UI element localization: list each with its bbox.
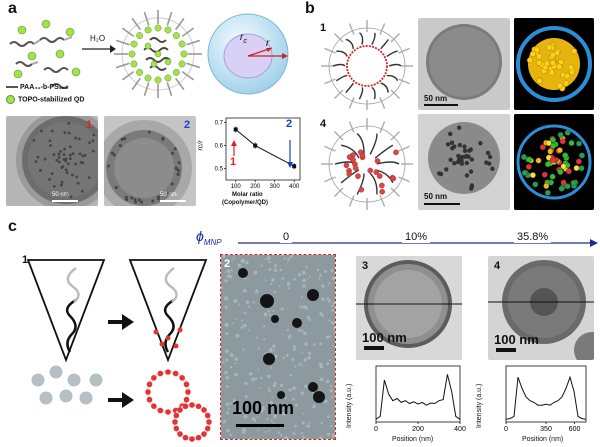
phi-label: ϕMNP [196, 228, 222, 247]
plot-c3-xlabel: Position (nm) [392, 436, 434, 443]
legend-qd: TOPO-stabilized QD [6, 95, 84, 104]
tem-image-b2 [418, 18, 510, 110]
b1-micelle-ring-schematic [321, 20, 413, 110]
free-polymer-schematic [9, 19, 81, 89]
tem-a2-scale: 50 nm [160, 192, 177, 198]
tem-a2-number: 2 [184, 119, 191, 131]
plot-a-point [253, 143, 258, 148]
tem-c3-scalebar [364, 346, 384, 350]
tem-c4-scale: 100 nm [494, 332, 539, 347]
legend-polymer: PAA₄₁-b-PS₁₉₃ [6, 84, 68, 91]
b-num-4: 4 [320, 118, 327, 130]
tem-c2-scale: 100 nm [232, 398, 295, 418]
tomography-image-b3 [514, 18, 594, 110]
plot-c3-xtick-label: 200 [412, 426, 424, 433]
plot-c3-line [375, 374, 461, 420]
tem-b5-scalebar [424, 203, 460, 205]
plot-a-ytick-label: 0.5 [215, 167, 224, 173]
panel-b-label: b [305, 0, 315, 17]
reaction-label: H₂O [90, 34, 106, 43]
rc-label-sub: c [243, 38, 247, 45]
panel-c-label: c [8, 218, 17, 235]
plot-a-xtick-label: 100 [231, 184, 242, 190]
plot-c4-ylabel: Intensity (a.u.) [476, 383, 483, 428]
tem-image-c3 [356, 256, 462, 360]
tem-image-b5 [418, 114, 510, 210]
c-num-4: 4 [494, 260, 501, 272]
r-label: r [266, 38, 270, 49]
c-num-3: 3 [362, 260, 369, 272]
intensity-profile-c3: 0 200 400 [374, 365, 466, 433]
plot-c4-xtick-label: 0 [504, 426, 508, 433]
tem-image-c2 [220, 254, 336, 440]
c1-schematic [26, 259, 212, 442]
c-num-1: 1 [22, 254, 29, 266]
plot-a-annotation-2: 2 [286, 118, 293, 130]
plot-c3-xtick-label: 0 [374, 426, 378, 433]
phi-value-10: 10% [402, 231, 431, 243]
tem-b2-scalebar [424, 104, 458, 106]
plot-a-xtick-label: 200 [250, 184, 261, 190]
b-num-1: 1 [320, 22, 327, 34]
plot-a-xtick-label: 300 [270, 184, 281, 190]
assembled-micelle-schematic [114, 10, 202, 98]
phi-arrow [238, 239, 598, 247]
phi-symbol: ϕ [196, 228, 204, 244]
tomography-image-b6 [514, 114, 594, 210]
tem-image-c4 [488, 256, 594, 360]
plot-c3-xtick-label: 400 [454, 426, 466, 433]
tem-a1-number: 1 [86, 119, 93, 131]
legend-polymer-text: PAA₄₁-b-PS₁₉₃ [20, 84, 69, 91]
plot-a-xlabel2: (Copolymer/QD) [222, 200, 269, 206]
plot-c4-xtick-label: 600 [569, 426, 581, 433]
plot-c3-ylabel: Intensity (a.u.) [346, 383, 353, 428]
tem-a2-scalebar [160, 200, 186, 202]
legend-qd-text: TOPO-stabilized QD [18, 96, 85, 104]
tem-c2-scalebar [236, 424, 284, 427]
plot-a-xlabel: Molar ratio [232, 192, 263, 198]
plot-a-frame [225, 117, 301, 181]
tem-image-a2 [104, 116, 196, 206]
tem-a1-scale: 50 nm [52, 192, 69, 198]
tem-c4-scalebar [496, 348, 516, 352]
tem-b2-scale: 50 nm [424, 94, 448, 103]
phi-value-358: 35.8% [514, 231, 552, 243]
rc-ratio-plot: 100 200 300 400 0.5 0.6 0.7 [215, 117, 301, 190]
plot-a-point [292, 164, 297, 169]
reaction-arrow [82, 45, 116, 53]
plot-a-annotation-1: 1 [230, 156, 237, 168]
phi-subscript: MNP [203, 237, 222, 247]
phi-value-0: 0 [280, 231, 293, 243]
plot-a-ylabel: rᴄ/r [197, 140, 205, 151]
plot-a-point [233, 127, 238, 132]
c-num-2: 2 [224, 258, 231, 270]
plot-a-arrows [231, 140, 293, 168]
plot-a-ytick-label: 0.6 [215, 144, 224, 150]
core-shell-sphere [207, 13, 289, 95]
intensity-profile-c4: 0 350 600 [504, 365, 587, 433]
b4-micelle-filled-schematic [321, 118, 413, 210]
plot-a-ytick-label: 0.7 [215, 121, 224, 127]
rc-label-text: r [240, 32, 244, 43]
plot-c4-xlabel: Position (nm) [522, 436, 564, 443]
tem-a1-scalebar [52, 200, 78, 202]
plot-a-xtick-label: 400 [289, 184, 300, 190]
tem-image-a1 [6, 116, 98, 206]
panel-a-label: a [8, 0, 17, 17]
plot-c4-xtick-label: 350 [540, 426, 552, 433]
tem-b5-scale: 50 nm [424, 192, 448, 201]
plot-c4-line [505, 375, 587, 420]
rc-label: rc [240, 32, 247, 45]
tem-c3-scale: 100 nm [362, 330, 407, 345]
